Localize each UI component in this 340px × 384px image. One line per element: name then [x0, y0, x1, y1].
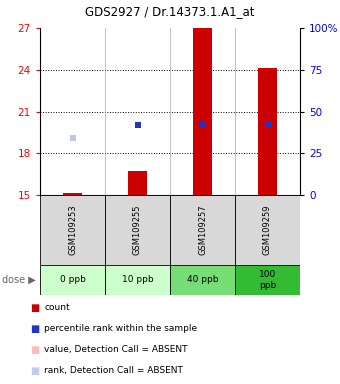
Text: ■: ■: [30, 366, 39, 376]
Bar: [193, 28, 211, 195]
Bar: [235, 195, 300, 265]
Bar: [170, 195, 235, 265]
Text: GSM109257: GSM109257: [198, 205, 207, 255]
Text: rank, Detection Call = ABSENT: rank, Detection Call = ABSENT: [44, 366, 183, 375]
Text: 10 ppb: 10 ppb: [122, 275, 153, 285]
Text: 0 ppb: 0 ppb: [59, 275, 85, 285]
Bar: [63, 193, 82, 195]
Text: GSM109253: GSM109253: [68, 205, 77, 255]
Bar: [40, 195, 105, 265]
Bar: [258, 68, 277, 195]
Text: count: count: [44, 303, 70, 312]
Text: 40 ppb: 40 ppb: [187, 275, 218, 285]
Text: GSM109255: GSM109255: [133, 205, 142, 255]
Bar: [40, 265, 105, 295]
Text: value, Detection Call = ABSENT: value, Detection Call = ABSENT: [44, 345, 187, 354]
Text: ■: ■: [30, 324, 39, 334]
Bar: [129, 171, 147, 195]
Bar: [235, 265, 300, 295]
Bar: [105, 195, 170, 265]
Text: GDS2927 / Dr.14373.1.A1_at: GDS2927 / Dr.14373.1.A1_at: [85, 5, 255, 18]
Bar: [170, 265, 235, 295]
Text: 100
ppb: 100 ppb: [259, 270, 276, 290]
Text: ■: ■: [30, 303, 39, 313]
Text: dose ▶: dose ▶: [2, 275, 36, 285]
Text: percentile rank within the sample: percentile rank within the sample: [44, 324, 197, 333]
Text: ■: ■: [30, 345, 39, 355]
Bar: [105, 265, 170, 295]
Text: GSM109259: GSM109259: [263, 205, 272, 255]
